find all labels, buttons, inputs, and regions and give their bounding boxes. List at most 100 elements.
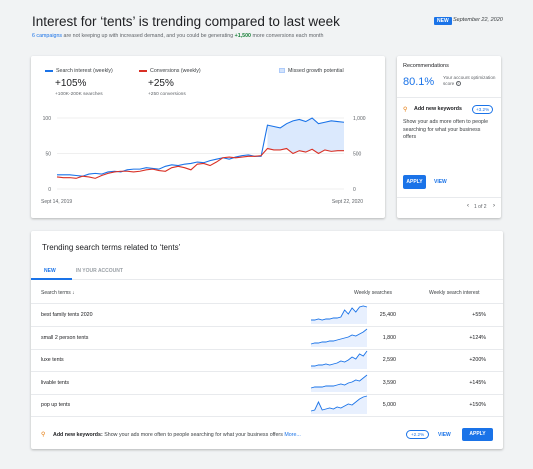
x-axis-start-label: Sept 14, 2019 xyxy=(41,199,72,205)
row-divider xyxy=(31,393,503,395)
legend-search-label: Search interest (weekly) xyxy=(56,68,113,74)
col-header-searches[interactable]: Weekly searches xyxy=(354,290,392,296)
header-date: September 22, 2020 xyxy=(453,17,503,23)
searches-cell: 3,590 xyxy=(382,379,396,386)
legend-search-interest: Search interest (weekly) xyxy=(45,68,113,74)
score-label-text: Your account optimization score xyxy=(443,75,496,86)
row-divider xyxy=(31,416,503,417)
legend-search-swatch xyxy=(45,69,53,72)
missed-growth-area xyxy=(267,118,344,154)
terms-title: Trending search terms related to ‘tents’ xyxy=(42,243,181,252)
table-row[interactable]: small 2 person tents 1,800 +124% xyxy=(31,327,503,350)
footer-text: Show your ads more often to people searc… xyxy=(102,432,285,438)
sparkline-line xyxy=(310,374,368,388)
interest-cell: +150% xyxy=(469,402,486,408)
footer-apply-button[interactable]: APPLY xyxy=(462,428,493,441)
left-axis-tick: 100 xyxy=(43,116,52,122)
term-cell: pop up tents xyxy=(41,402,71,408)
recommendations-card: Recommendations 80.1% Your account optim… xyxy=(397,56,501,218)
searches-cell: 25,400 xyxy=(379,312,396,318)
row-divider xyxy=(31,326,503,327)
row-divider xyxy=(31,371,503,372)
table-row[interactable]: pop up tents 5,000 +150% xyxy=(31,394,503,417)
interest-cell: +145% xyxy=(469,379,486,386)
tab-in-your-account[interactable]: IN YOUR ACCOUNT xyxy=(76,268,123,274)
col-header-interest[interactable]: Weekly search interest xyxy=(429,290,480,296)
legend-conversions-swatch xyxy=(139,69,147,72)
subtitle-text: are not keeping up with increased demand… xyxy=(62,33,235,39)
sparkline-area xyxy=(311,374,367,392)
term-cell: luxe tents xyxy=(41,357,64,363)
sparkline-chart xyxy=(310,374,368,392)
sparkline-line xyxy=(310,395,368,412)
sparkline-chart xyxy=(310,328,368,347)
sparkline-line xyxy=(310,328,368,344)
new-badge: NEW xyxy=(434,17,452,25)
sparkline-line xyxy=(311,305,368,321)
x-axis-end-label: Sept 22, 2020 xyxy=(332,199,363,205)
col-header-terms-label: Search terms xyxy=(41,290,71,296)
footer-view-button[interactable]: VIEW xyxy=(438,432,451,438)
rec-divider xyxy=(397,97,501,98)
help-icon[interactable]: ? xyxy=(455,81,461,87)
campaigns-link[interactable]: 6 campaigns xyxy=(32,33,63,39)
interest-cell: +200% xyxy=(469,357,486,363)
search-interest-change: +105% xyxy=(55,78,87,89)
conversions-sub: +250 conversions xyxy=(148,92,186,97)
trend-line-chart: 100 1,000 50 500 0 0 Sept 14, 2019 Sept 22, 202… xyxy=(41,116,366,205)
search-interest-sub: +100K-200K searches xyxy=(55,92,103,97)
legend-conversions: Conversions (weekly) xyxy=(139,68,201,74)
active-tab-indicator xyxy=(31,278,72,280)
sparkline-area xyxy=(311,328,367,347)
tab-new[interactable]: NEW xyxy=(44,268,56,274)
chevron-right-icon[interactable]: › xyxy=(493,203,495,209)
subtitle-end: more conversions each month xyxy=(250,33,324,39)
header-divider xyxy=(31,303,503,304)
term-cell: small 2 person tents xyxy=(41,334,89,341)
trending-terms-card: Trending search terms related to ‘tents’… xyxy=(31,231,503,449)
page-subtitle: 6 campaigns are not keeping up with incr… xyxy=(32,33,323,39)
optimization-score-label: Your account optimization score ? xyxy=(443,75,497,87)
lightbulb-icon: ⚲ xyxy=(403,107,408,113)
searches-cell: 1,800 xyxy=(382,334,396,341)
right-axis-tick: 1,000 xyxy=(353,116,366,122)
rec-pager: 1 of 2 xyxy=(474,204,487,210)
footer-recommendation: Add new keywords: Show your ads more oft… xyxy=(53,432,301,438)
page-title: Interest for ‘tents’ is trending compare… xyxy=(32,14,340,29)
rec-divider-bottom xyxy=(397,197,501,198)
term-cell: best family tents 2020 xyxy=(41,312,93,318)
footer-more-link[interactable]: More... xyxy=(284,432,301,438)
rec-uplift-chip: +3.2% xyxy=(472,105,494,114)
interest-cell: +124% xyxy=(469,334,486,341)
right-axis-tick: 0 xyxy=(353,187,356,193)
legend-missed-label: Missed growth potential xyxy=(288,68,344,74)
tabs-divider xyxy=(31,279,503,280)
term-cell: livable tents xyxy=(41,379,69,386)
searches-cell: 5,000 xyxy=(382,402,396,408)
conversions-line xyxy=(56,147,344,179)
recommendations-title: Recommendations xyxy=(403,63,449,69)
conversions-change: +25% xyxy=(148,78,174,89)
subtitle-conversions: +1,500 xyxy=(234,33,251,39)
searches-cell: 2,590 xyxy=(382,357,396,363)
footer-uplift-chip: +2.2% xyxy=(406,430,430,439)
rec-description: Show your ads more often to people searc… xyxy=(403,119,489,140)
rec-apply-button[interactable]: APPLY xyxy=(403,175,426,189)
legend-conversions-label: Conversions (weekly) xyxy=(150,68,201,74)
rec-view-button[interactable]: VIEW xyxy=(434,179,447,185)
table-row[interactable]: livable tents 3,590 +145% xyxy=(31,372,503,395)
sparkline-area xyxy=(311,351,367,369)
left-axis-tick: 50 xyxy=(45,152,51,158)
col-header-terms[interactable]: Search terms ↓ xyxy=(41,290,75,296)
footer-label: Add new keywords: xyxy=(53,432,103,438)
sparkline-line xyxy=(311,350,368,367)
trend-chart-card: Search interest (weekly) Conversions (we… xyxy=(31,56,385,218)
table-row[interactable]: best family tents 2020 25,400 +55% xyxy=(31,304,503,327)
sparkline-chart xyxy=(311,305,368,324)
sparkline-chart xyxy=(310,395,368,414)
interest-cell: +55% xyxy=(472,312,486,318)
table-row[interactable]: luxe tents 2,590 +200% xyxy=(31,349,503,372)
left-axis-tick: 0 xyxy=(48,187,51,193)
chevron-left-icon[interactable]: ‹ xyxy=(467,203,469,209)
optimization-score: 80.1% xyxy=(403,76,435,88)
